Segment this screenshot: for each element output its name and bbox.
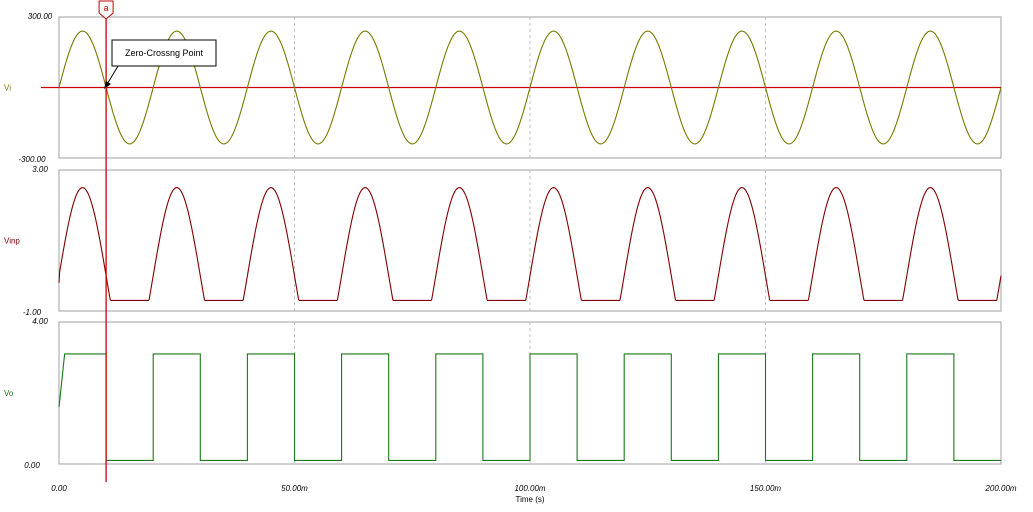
x-tick-label: 50.00m — [281, 484, 308, 493]
x-axis: 0.00 50.00m 100.00m 150.00m 200.00m — [51, 484, 1017, 493]
signal-name: Vi — [4, 84, 11, 93]
annotation-text: Zero-Crossng Point — [125, 48, 204, 58]
x-tick-label: 150.00m — [750, 484, 781, 493]
panel-vo: 4.00 0.00 Vo — [4, 317, 1002, 470]
x-tick-label: 200.00m — [984, 484, 1016, 493]
signal-name: Vo — [4, 389, 14, 398]
cursor-flag[interactable] — [98, 0, 114, 20]
annotation-box — [111, 39, 217, 67]
x-tick-label: 0.00 — [51, 484, 67, 493]
y-tick-label: 4.00 — [32, 317, 48, 326]
x-axis-label: Time (s) — [515, 495, 544, 504]
y-tick-label: 3.00 — [32, 165, 48, 174]
y-tick-label: -300.00 — [18, 155, 46, 164]
waveform-vinp — [58, 187, 1002, 301]
zero-crossing-annotation: Zero-Crossng Point — [104, 39, 217, 89]
panels-layer: 300.00 -300.00 Vi 3.00 -1.00 Vinp 4.00 0.00 Vo — [4, 12, 1002, 470]
signal-name: Vinp — [4, 237, 20, 246]
cursor-a[interactable]: a — [98, 0, 114, 482]
waveform-vo — [58, 353, 1001, 461]
waveform-vi — [58, 30, 1002, 145]
cursor-label: a — [104, 3, 109, 13]
panel-vinp: 3.00 -1.00 Vinp — [4, 165, 1002, 317]
y-tick-label: -1.00 — [23, 308, 42, 317]
annotation-arrowhead — [104, 81, 111, 89]
y-tick-label: 300.00 — [28, 12, 53, 21]
x-tick-label: 100.00m — [514, 484, 545, 493]
y-tick-label: 0.00 — [24, 461, 40, 470]
panel-vi: 300.00 -300.00 Vi — [4, 12, 1002, 164]
panel-frame — [58, 169, 1002, 312]
